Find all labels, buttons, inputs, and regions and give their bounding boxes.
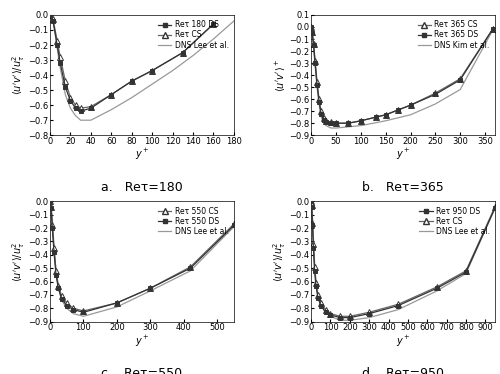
Y-axis label: $\langle u^\prime v^\prime\rangle/u_\tau^2$: $\langle u^\prime v^\prime\rangle/u_\tau…: [10, 241, 27, 282]
Y-axis label: $\langle u^\prime v^\prime\rangle^+$: $\langle u^\prime v^\prime\rangle^+$: [274, 58, 288, 92]
Text: a.   Reτ=180: a. Reτ=180: [101, 181, 183, 194]
X-axis label: $y^+$: $y^+$: [396, 333, 410, 349]
Text: b.   Reτ=365: b. Reτ=365: [362, 181, 444, 194]
Text: d.   Reτ=950: d. Reτ=950: [362, 367, 444, 374]
Legend: Reτ 550 CS, Reτ 550 DS, DNS Lee et al.: Reτ 550 CS, Reτ 550 DS, DNS Lee et al.: [156, 205, 230, 237]
Legend: Reτ 950 DS, Reτ CS, DNS Lee et al.: Reτ 950 DS, Reτ CS, DNS Lee et al.: [418, 205, 491, 237]
Legend: Reτ 365 CS, Reτ 365 DS, DNS Kim et al.: Reτ 365 CS, Reτ 365 DS, DNS Kim et al.: [416, 19, 491, 51]
X-axis label: $y^+$: $y^+$: [396, 147, 410, 162]
Y-axis label: $\langle u^\prime v^\prime\rangle/u_\tau^2$: $\langle u^\prime v^\prime\rangle/u_\tau…: [272, 241, 288, 282]
X-axis label: $y^+$: $y^+$: [134, 333, 150, 349]
Y-axis label: $\langle u^\prime v^\prime\rangle/u_\tau^2$: $\langle u^\prime v^\prime\rangle/u_\tau…: [10, 55, 27, 95]
Text: c.   Reτ=550: c. Reτ=550: [102, 367, 182, 374]
Legend: Reτ 180 DS, Reτ CS, DNS Lee et al.: Reτ 180 DS, Reτ CS, DNS Lee et al.: [156, 19, 230, 51]
X-axis label: $y^+$: $y^+$: [134, 147, 150, 162]
